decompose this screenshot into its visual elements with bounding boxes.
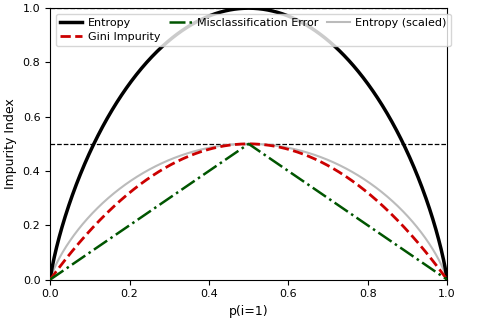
Legend: Entropy, Gini Impurity, Misclassification Error, Entropy (scaled): Entropy, Gini Impurity, Misclassificatio… [56,14,451,46]
Y-axis label: Impurity Index: Impurity Index [4,99,17,189]
X-axis label: p(i=1): p(i=1) [229,305,268,318]
